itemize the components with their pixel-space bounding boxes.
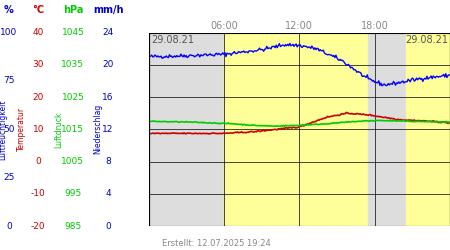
Bar [148, 32, 224, 226]
Text: -10: -10 [31, 190, 45, 198]
Text: 40: 40 [32, 28, 44, 37]
Text: 1045: 1045 [62, 28, 84, 37]
Text: 100: 100 [0, 28, 18, 37]
Text: -20: -20 [31, 222, 45, 231]
Text: hPa: hPa [63, 5, 83, 15]
Text: 20: 20 [102, 60, 114, 69]
Text: 29.08.21: 29.08.21 [151, 35, 194, 45]
Bar [369, 32, 406, 226]
Text: 24: 24 [103, 28, 113, 37]
Text: 20: 20 [32, 92, 44, 102]
Text: 995: 995 [64, 190, 81, 198]
Bar [406, 32, 450, 226]
Text: 0: 0 [6, 222, 12, 231]
Text: 1005: 1005 [61, 157, 85, 166]
Text: Luftfeuchtigkeit: Luftfeuchtigkeit [0, 99, 7, 160]
Text: 75: 75 [3, 76, 15, 86]
Bar [224, 32, 369, 226]
Text: 0: 0 [105, 222, 111, 231]
Text: Luftdruck: Luftdruck [54, 111, 63, 148]
Text: 12: 12 [102, 125, 114, 134]
Text: mm/h: mm/h [93, 5, 123, 15]
Text: 29.08.21: 29.08.21 [405, 35, 448, 45]
Text: 8: 8 [105, 157, 111, 166]
Text: %: % [4, 5, 14, 15]
Text: 10: 10 [32, 125, 44, 134]
Text: 4: 4 [105, 190, 111, 198]
Text: 1015: 1015 [61, 125, 85, 134]
Text: 1035: 1035 [61, 60, 85, 69]
Text: 985: 985 [64, 222, 81, 231]
Text: Temperatur: Temperatur [17, 107, 26, 152]
Text: Erstellt: 12.07.2025 19:24: Erstellt: 12.07.2025 19:24 [162, 238, 270, 248]
Text: 25: 25 [3, 173, 15, 182]
Text: 1025: 1025 [62, 92, 84, 102]
Text: 30: 30 [32, 60, 44, 69]
Text: 16: 16 [102, 92, 114, 102]
Text: 50: 50 [3, 125, 15, 134]
Text: °C: °C [32, 5, 44, 15]
Text: Niederschlag: Niederschlag [94, 104, 103, 154]
Text: 0: 0 [36, 157, 41, 166]
